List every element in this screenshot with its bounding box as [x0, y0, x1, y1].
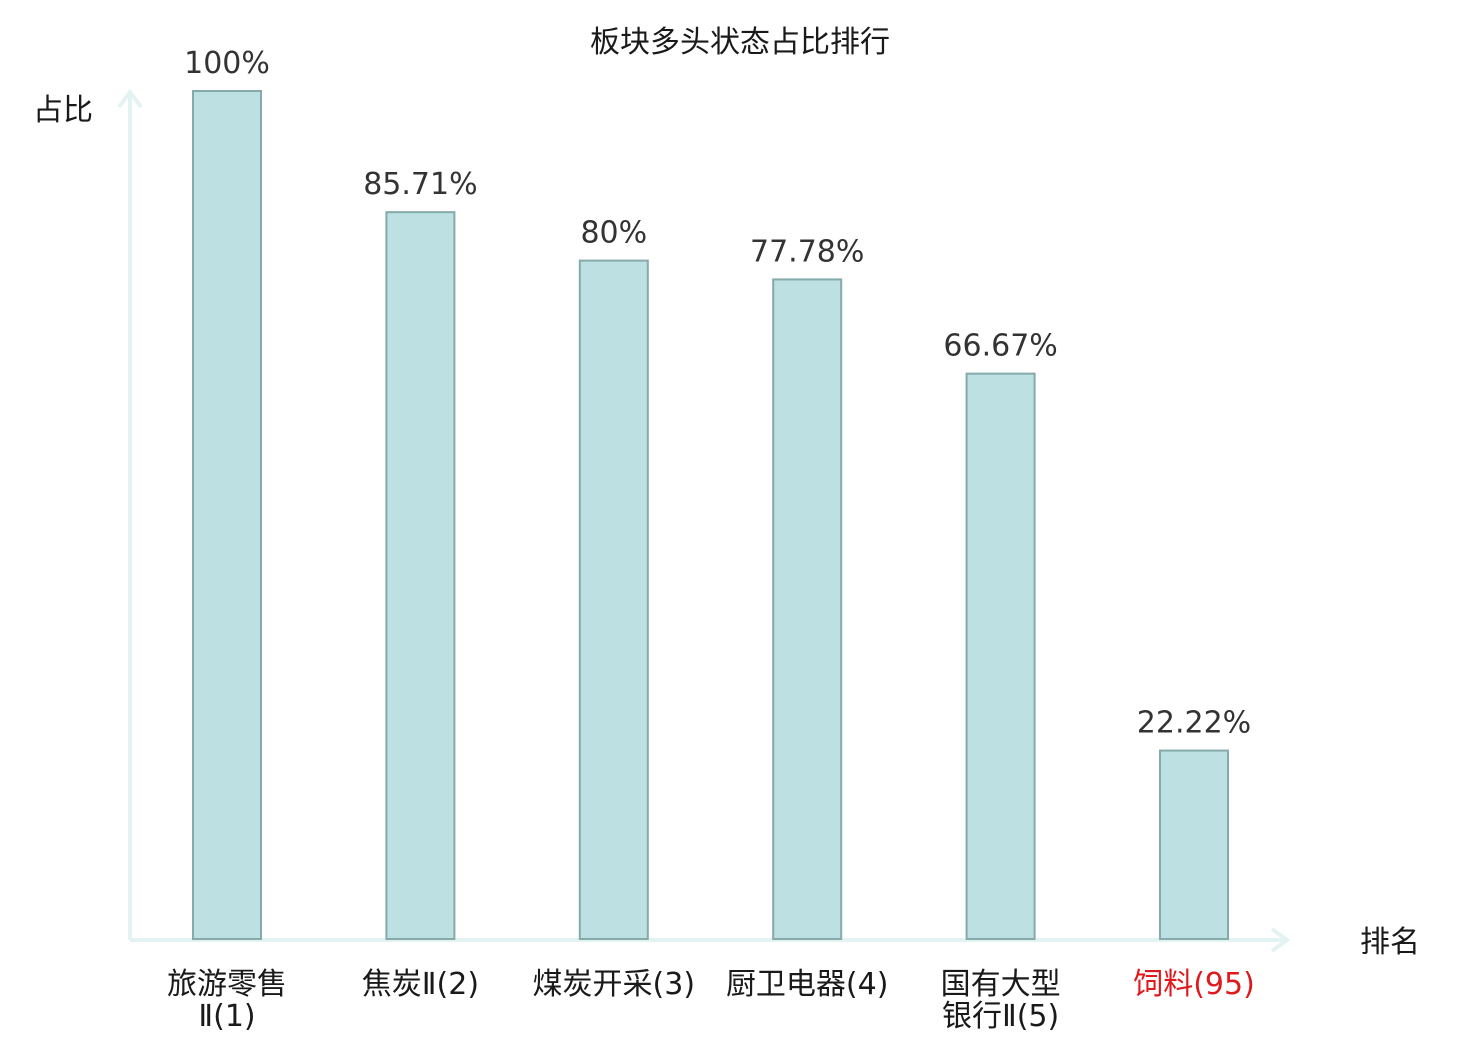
category-label: Ⅱ(1) [198, 999, 255, 1034]
category-label: 银行Ⅱ(5) [942, 999, 1059, 1034]
category-label: 焦炭Ⅱ(2) [362, 967, 479, 1002]
axes [117, 88, 1291, 953]
bar-value-label: 66.67% [943, 329, 1057, 364]
bar-value-label: 22.22% [1137, 706, 1251, 741]
bar [578, 259, 649, 941]
y-axis-label: 占比 [33, 93, 93, 128]
bar-value-label: 85.71% [363, 167, 477, 202]
x-axis-label: 排名 [1360, 925, 1420, 960]
category-label: 煤炭开采(3) [533, 967, 696, 1002]
bar [1159, 749, 1229, 940]
bar [192, 90, 262, 940]
category-label: 饲料(95) [1133, 967, 1255, 1002]
category-label: 国有大型 [941, 967, 1061, 1002]
bar-value-label: 80% [580, 216, 647, 251]
bar [385, 211, 456, 940]
bar-value-label: 77.78% [750, 234, 864, 269]
category-label: 厨卫电器(4) [726, 967, 889, 1002]
bar [965, 372, 1036, 940]
y-axis-arrow-icon [117, 88, 143, 109]
category-label: 旅游零售 [167, 967, 287, 1002]
bar-value-label: 100% [184, 46, 270, 81]
value-labels-group: 100% 85.71% 80% 77.78% 66.67% 22.22% [184, 46, 1251, 741]
chart-title: 板块多头状态占比排行 [590, 25, 890, 60]
bar [772, 278, 843, 940]
bars-group [192, 90, 1229, 941]
x-axis-arrow-icon [1270, 927, 1291, 953]
